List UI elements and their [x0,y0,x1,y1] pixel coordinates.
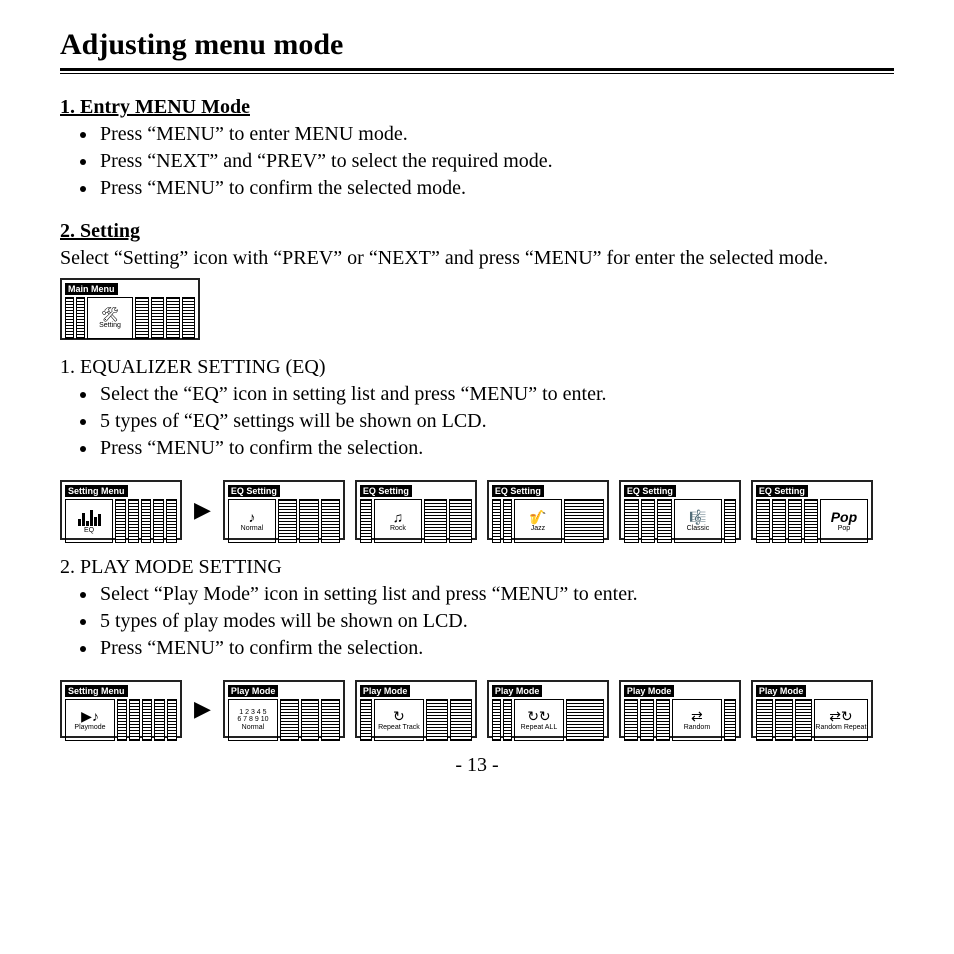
eq-bullets: Select the “EQ” icon in setting list and… [60,381,894,462]
lcd-selected-icon: 🛠 Setting [87,297,133,339]
lcd-header: Setting Menu [65,685,128,697]
lcd-option-label: Normal [241,525,264,532]
equalizer-bars-icon [78,508,101,526]
lcd-header: EQ Setting [756,485,808,497]
lcd-selected-label: Playmode [74,724,105,731]
page-title: Adjusting menu mode [60,28,894,62]
page-number: - 13 - [60,754,894,777]
lcd-header: Main Menu [65,283,118,295]
lcd-header: EQ Setting [492,485,544,497]
lcd-option-label: Rock [390,525,406,532]
playmode-bullet: 5 types of play modes will be shown on L… [98,608,894,635]
title-rule-thin [60,73,894,74]
lcd-header: Play Mode [624,685,675,697]
lcd-selected-label: Setting [99,322,121,329]
lcd-option-label: Normal [242,724,265,731]
eq-bullet: Press “MENU” to confirm the selection. [98,435,894,462]
entry-bullet: Press “NEXT” and “PREV” to select the re… [98,148,894,175]
playmode-icon: ▶♪ [81,709,99,723]
lcd-eq-option: EQ Setting 🎷Jazz [487,480,609,540]
sax-icon: 🎷 [529,510,546,524]
lcd-option-label: Random [684,724,710,731]
lcd-header: Setting Menu [65,485,128,497]
section-setting-heading: 2. Setting [60,220,894,243]
lcd-option-label: Pop [838,525,850,532]
lcd-option-label: Jazz [531,525,545,532]
setting-main-menu-figure: Main Menu 🛠 Setting [60,278,894,340]
lcd-eq-option: EQ Setting ♫Rock [355,480,477,540]
eq-heading: 1. EQUALIZER SETTING (EQ) [60,356,894,379]
playmode-bullet: Select “Play Mode” icon in setting list … [98,581,894,608]
lcd-option-label: Random Repeat [815,724,866,731]
arrow-icon: ▶ [192,499,213,521]
arrow-icon: ▶ [192,698,213,720]
eq-figure-row: Setting Menu EQ ▶ EQ Setting ♪Normal [60,480,894,540]
entry-bullet: Press “MENU” to confirm the selected mod… [98,175,894,202]
lcd-main-menu: Main Menu 🛠 Setting [60,278,200,340]
lcd-selected-icon: EQ [65,499,113,543]
lcd-header: Play Mode [228,685,279,697]
random-repeat-icon: ⇄↻ [829,709,852,723]
lcd-playmode-option: Play Mode ↻↻Repeat ALL [487,680,609,738]
pop-icon: Pop [831,510,857,524]
entry-bullets: Press “MENU” to enter MENU mode. Press “… [60,121,894,202]
eq-bullet: Select the “EQ” icon in setting list and… [98,381,894,408]
lcd-setting-menu-playmode: Setting Menu ▶♪Playmode [60,680,182,738]
playmode-bullet: Press “MENU” to confirm the selection. [98,635,894,662]
playmode-bullets: Select “Play Mode” icon in setting list … [60,581,894,662]
lcd-playmode-option: Play Mode ⇄Random [619,680,741,738]
lcd-setting-menu-eq: Setting Menu EQ [60,480,182,540]
music-note-icon: ♪ [248,510,255,524]
playmode-figure-row: Setting Menu ▶♪Playmode ▶ Play Mode 1 2 … [60,680,894,738]
playmode-heading: 2. PLAY MODE SETTING [60,556,894,579]
lcd-header: Play Mode [360,685,411,697]
lcd-eq-option: EQ Setting ♪Normal [223,480,345,540]
title-rule-thick [60,68,894,71]
manual-page: Adjusting menu mode 1. Entry MENU Mode P… [0,0,954,954]
lcd-playmode-option: Play Mode ↻Repeat Track [355,680,477,738]
repeat-all-icon: ↻↻ [527,709,550,723]
numbers-icon: 1 2 3 4 5 6 7 8 9 10 [237,709,268,723]
lcd-selected-label: EQ [84,527,94,534]
repeat-track-icon: ↻ [393,709,405,723]
lcd-playmode-option: Play Mode 1 2 3 4 5 6 7 8 9 10Normal [223,680,345,738]
score-icon: 🎼 [689,510,706,524]
lcd-option-label: Classic [687,525,710,532]
lcd-header: Play Mode [492,685,543,697]
lcd-header: EQ Setting [228,485,280,497]
random-icon: ⇄ [691,709,703,723]
setting-intro: Select “Setting” icon with “PREV” or “NE… [60,245,894,272]
lcd-playmode-option: Play Mode ⇄↻Random Repeat [751,680,873,738]
lcd-option-label: Repeat Track [378,724,420,731]
lcd-header: EQ Setting [360,485,412,497]
lcd-header: EQ Setting [624,485,676,497]
eq-bullet: 5 types of “EQ” settings will be shown o… [98,408,894,435]
lcd-option-label: Repeat ALL [521,724,558,731]
section-entry-heading: 1. Entry MENU Mode [60,96,894,119]
lcd-eq-option: EQ Setting 🎼Classic [619,480,741,540]
music-note-icon: ♫ [393,510,404,524]
lcd-eq-option: EQ Setting PopPop [751,480,873,540]
wrench-icon: 🛠 [101,307,119,321]
entry-bullet: Press “MENU” to enter MENU mode. [98,121,894,148]
lcd-header: Play Mode [756,685,807,697]
